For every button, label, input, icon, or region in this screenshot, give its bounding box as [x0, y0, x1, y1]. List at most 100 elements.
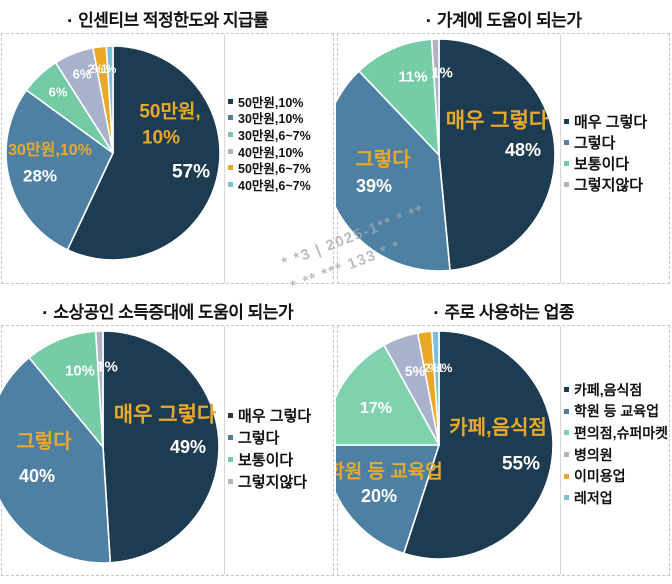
legend-bullet-icon	[564, 408, 569, 414]
legend-item: 매우 그렇다	[564, 111, 647, 132]
legend-label: 40만원,6~7%	[238, 178, 311, 193]
title-bullet-icon: ▪	[42, 307, 47, 319]
legend-bullet-icon	[228, 478, 233, 484]
legend-item: 30만원,6~7%	[228, 126, 311, 143]
legend-item: 편의점,슈퍼마켓	[564, 422, 668, 444]
pie-slice	[336, 444, 441, 555]
legend-bullet-icon	[228, 115, 233, 121]
legend-label: 그렇다	[574, 135, 616, 152]
pie-slice	[336, 69, 451, 272]
pie-chart	[336, 38, 556, 272]
legend-item: 보통이다	[228, 448, 311, 470]
legend-label: 30만원,6~7%	[238, 128, 311, 143]
title-bullet-icon: ▪	[434, 307, 438, 319]
legend-bullet-icon	[564, 387, 569, 393]
legend-bullet-icon	[228, 165, 233, 171]
legend-bullet-icon	[228, 98, 233, 104]
legend-label: 그렇지않다	[574, 177, 644, 194]
chart-title: ▪ 주로 사용하는 업종	[336, 298, 672, 323]
legend-label: 보통이다	[574, 156, 630, 173]
legend-bullet-icon	[228, 131, 233, 137]
legend-label: 매우 그렇다	[574, 114, 648, 131]
legend-bullet-icon	[228, 181, 233, 187]
pie-chart	[5, 45, 221, 261]
legend-label: 편의점,슈퍼마켓	[574, 424, 669, 441]
legend-item: 40만원,6~7%	[228, 176, 311, 193]
chart-title-text: 소상공인 소득증대에 도움이 되는가	[53, 303, 294, 322]
legend-bullet-icon	[564, 161, 569, 166]
chart-title: ▪ 가계에 도움이 되는가	[336, 6, 672, 31]
legend-label: 보통이다	[238, 451, 294, 469]
legend-label: 40만원,10%	[238, 145, 304, 160]
legend-item: 그렇다	[564, 132, 647, 153]
pie-chart	[336, 330, 554, 560]
legend-item: 매우 그렇다	[228, 404, 311, 426]
chart-box	[1, 33, 334, 284]
legend-label: 매우 그렇다	[238, 407, 312, 425]
legend-item: 30만원,10%	[228, 110, 311, 127]
pie-slice	[27, 330, 104, 450]
legend-item: 그렇다	[228, 426, 311, 448]
legend-divider	[224, 326, 225, 575]
legend-label: 학원 등 교육업	[574, 403, 660, 420]
pie-chart	[0, 330, 220, 564]
legend-label: 50만원,6~7%	[238, 162, 311, 177]
chart-quadrant-income-help: ▪ 소상공인 소득증대에 도움이 되는가 매우 그렇다 49% 그렇다 40% 10% 1%…	[0, 292, 336, 584]
legend-item: 그렇지않다	[564, 174, 647, 195]
chart-quadrant-household-help: ▪ 가계에 도움이 되는가 매우 그렇다 48% 그렇다 39% 11% 1% 매우 그렇다…	[336, 0, 672, 292]
legend-bullet-icon	[228, 412, 233, 418]
legend-label: 이미용업	[574, 468, 626, 485]
legend-label: 카페,음식점	[574, 381, 643, 398]
legend-item: 학원 등 교육업	[564, 401, 668, 423]
pie-slice	[336, 344, 441, 446]
legend-item: 병의원	[564, 444, 668, 466]
legend-divider	[560, 326, 561, 575]
legend-item: 40만원,10%	[228, 143, 311, 160]
pie-slice	[430, 330, 440, 446]
pie-slice	[66, 45, 221, 261]
pie-slice	[102, 330, 220, 564]
chart-title: ▪ 소상공인 소득증대에 도움이 되는가	[0, 298, 336, 323]
legend-bullet-icon	[228, 434, 233, 440]
chart-title-text: 주로 사용하는 업종	[444, 303, 574, 322]
pie-slice	[105, 45, 114, 154]
pie-slice	[94, 330, 104, 448]
legend-bullet-icon	[564, 140, 569, 145]
legend-bullet-icon	[564, 495, 569, 501]
pie-slice	[357, 38, 440, 158]
legend-item: 카페,음식점	[564, 379, 668, 401]
legend-item: 레저업	[564, 487, 668, 509]
title-bullet-icon: ▪	[67, 15, 72, 27]
legend-bullet-icon	[564, 473, 569, 479]
legend-label: 레저업	[574, 489, 613, 506]
legend-item: 50만원,10%	[228, 93, 311, 110]
legend-divider	[560, 34, 561, 283]
pie-slice	[402, 330, 554, 560]
legend-bullet-icon	[564, 430, 569, 436]
chart-quadrant-business-type: ▪ 주로 사용하는 업종 카페,음식점 55% 학원 등 교육업 20% 17% 5% 2%1…	[336, 292, 672, 584]
title-bullet-icon: ▪	[426, 15, 430, 27]
legend-label: 병의원	[574, 446, 613, 463]
pie-slice	[438, 38, 556, 272]
pie-slice	[5, 88, 115, 251]
legend-bullet-icon	[228, 456, 233, 462]
legend-label: 그렇다	[238, 429, 280, 447]
pie-slice	[430, 38, 440, 156]
legend-item: 그렇지않다	[228, 470, 311, 492]
legend-bullet-icon	[228, 148, 233, 154]
chart-title-text: 인센티브 적정한도와 지급률	[78, 11, 269, 30]
legend-item: 보통이다	[564, 153, 647, 174]
legend-item: 이미용업	[564, 465, 668, 487]
legend-label: 30만원,10%	[238, 112, 304, 127]
legend-item: 50만원,6~7%	[228, 159, 311, 176]
legend-label: 50만원,10%	[238, 95, 304, 110]
legend-bullet-icon	[564, 452, 569, 458]
legend-bullet-icon	[564, 119, 569, 124]
legend-bullet-icon	[564, 182, 569, 187]
legend: 50만원,10% 30만원,10% 30만원,6~7% 40만원,10% 50만원,6~…	[228, 93, 311, 193]
chart-quadrant-incentive: ▪ 인센티브 적정한도와 지급률 50만원, 10% 57% 30만원,10% 28% 6%…	[0, 0, 336, 292]
